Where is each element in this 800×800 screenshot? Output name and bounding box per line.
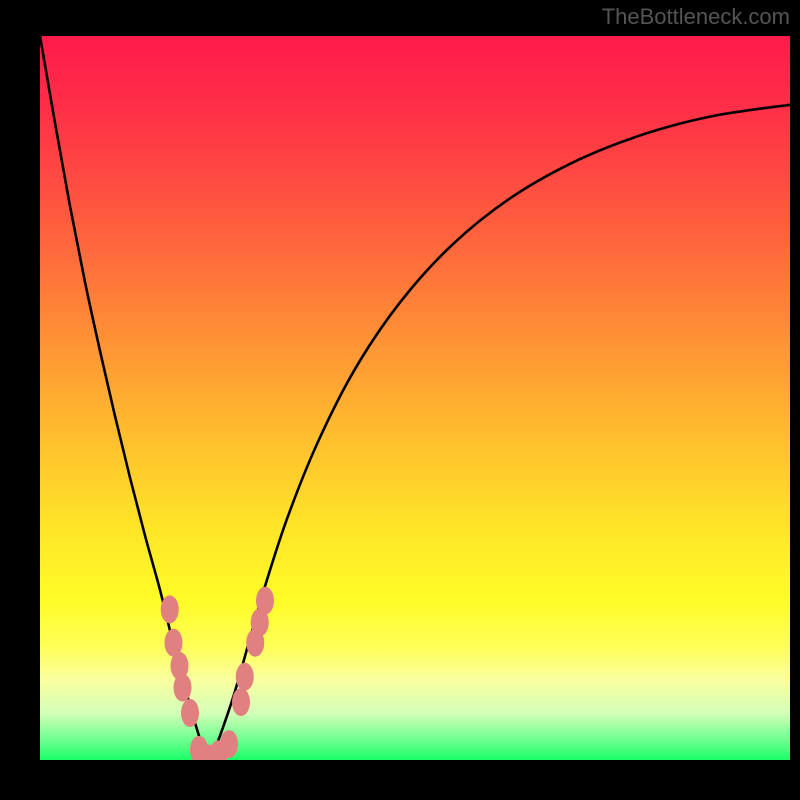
- bottleneck-curve: [40, 36, 790, 759]
- data-dot: [181, 699, 199, 727]
- curve-layer: [40, 36, 790, 760]
- data-dot: [161, 595, 179, 623]
- data-dot: [174, 674, 192, 702]
- data-dot: [220, 730, 238, 758]
- data-dot: [232, 688, 250, 716]
- watermark-text: TheBottleneck.com: [602, 4, 790, 30]
- plot-area: [40, 36, 790, 760]
- data-dot: [256, 587, 274, 615]
- data-dot: [236, 663, 254, 691]
